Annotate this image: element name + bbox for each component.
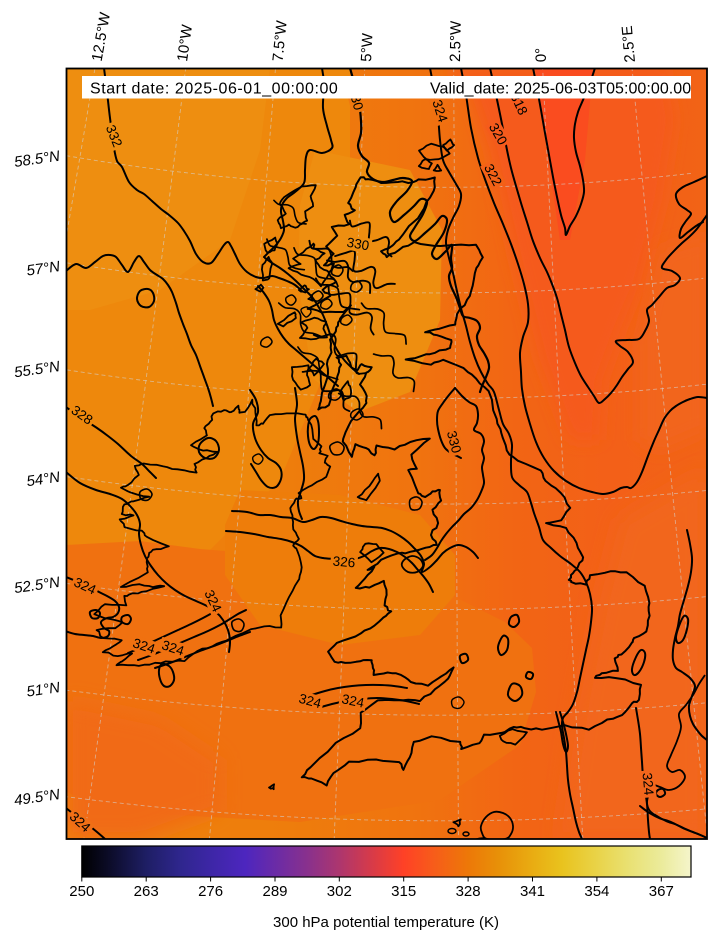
svg-text:2.5°W: 2.5°W (447, 20, 465, 62)
svg-text:324: 324 (160, 637, 187, 658)
svg-text:250: 250 (69, 883, 94, 900)
svg-text:326: 326 (332, 554, 356, 571)
svg-text:330: 330 (346, 235, 371, 254)
svg-text:52.5°N: 52.5°N (13, 574, 61, 597)
svg-text:51°N: 51°N (25, 679, 61, 701)
svg-text:54°N: 54°N (25, 469, 61, 491)
svg-text:55.5°N: 55.5°N (13, 358, 61, 381)
svg-text:367: 367 (649, 883, 674, 900)
svg-text:49.5°N: 49.5°N (13, 786, 61, 809)
svg-text:263: 263 (134, 883, 159, 900)
svg-text:341: 341 (520, 883, 545, 900)
svg-text:315: 315 (391, 883, 416, 900)
svg-text:354: 354 (584, 883, 609, 900)
svg-text:10°W: 10°W (174, 23, 196, 63)
svg-text:276: 276 (198, 883, 223, 900)
svg-text:324: 324 (340, 691, 366, 710)
svg-text:300 hPa potential temperature: 300 hPa potential temperature (K) (273, 914, 499, 931)
svg-text:0°: 0° (533, 48, 550, 63)
svg-text:328: 328 (456, 883, 481, 900)
svg-text:58.5°N: 58.5°N (13, 148, 61, 171)
svg-text:302: 302 (327, 883, 352, 900)
svg-text:330: 330 (444, 429, 464, 455)
svg-text:324: 324 (640, 772, 657, 796)
svg-text:324: 324 (429, 98, 450, 125)
svg-text:Valid_date: 2025-06-03T05:00:0: Valid_date: 2025-06-03T05:00:00.00 (430, 81, 691, 98)
svg-text:5°W: 5°W (358, 32, 377, 62)
svg-text:324: 324 (131, 635, 158, 656)
svg-text:324: 324 (297, 691, 323, 711)
svg-text:289: 289 (262, 883, 287, 900)
svg-text:7.5°W: 7.5°W (270, 19, 291, 62)
svg-text:57°N: 57°N (25, 258, 61, 280)
svg-text:Start date: 2025-06-01_00:00:0: Start date: 2025-06-01_00:00:00 (90, 81, 338, 98)
svg-text:2.5°E: 2.5°E (619, 25, 639, 63)
